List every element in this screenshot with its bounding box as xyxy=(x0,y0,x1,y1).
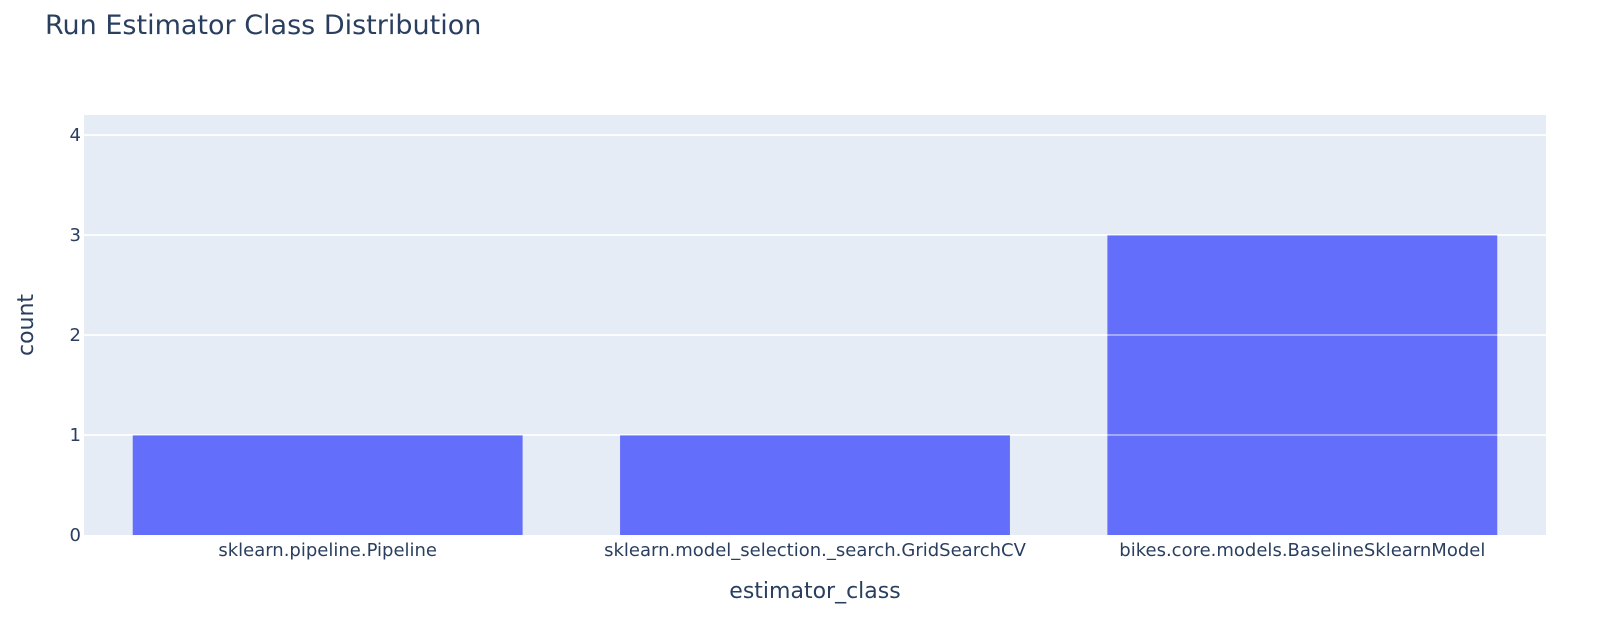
x-axis-ticks: sklearn.pipeline.Pipeline sklearn.model_s… xyxy=(218,540,1485,561)
bar-0[interactable] xyxy=(132,435,523,535)
y-tick-label: 4 xyxy=(70,125,81,146)
chart-title: Run Estimator Class Distribution xyxy=(45,10,482,41)
x-tick-label: sklearn.model_selection._search.GridSear… xyxy=(604,540,1026,561)
x-axis-title: estimator_class xyxy=(729,579,900,604)
y-tick-label: 2 xyxy=(70,325,81,346)
y-tick-label: 1 xyxy=(70,425,81,446)
y-tick-label: 3 xyxy=(70,225,81,246)
bars xyxy=(132,235,1498,535)
y-tick-label: 0 xyxy=(70,525,81,546)
bar-1[interactable] xyxy=(620,435,1010,535)
x-tick-label: bikes.core.models.BaselineSklearnModel xyxy=(1119,540,1485,561)
y-axis-title: count xyxy=(14,294,39,356)
gridlines-overlay xyxy=(84,134,1546,436)
y-axis-ticks: 0 1 2 3 4 xyxy=(70,125,81,546)
x-tick-label: sklearn.pipeline.Pipeline xyxy=(218,540,437,561)
bar-2[interactable] xyxy=(1107,235,1498,535)
